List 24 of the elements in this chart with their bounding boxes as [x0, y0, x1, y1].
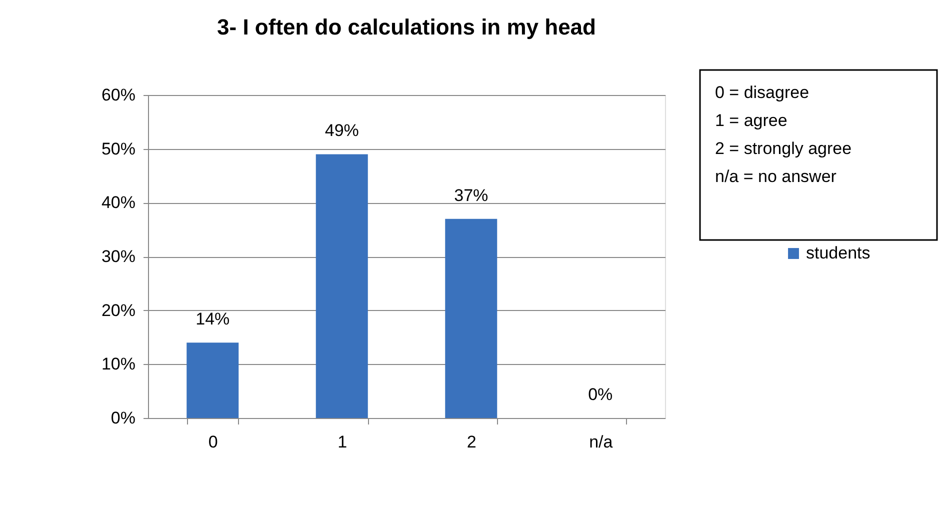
- text: 1 = agree: [715, 111, 788, 130]
- chart-title: 3- I often do calculations in my head: [217, 14, 596, 40]
- text: 14%: [196, 310, 230, 329]
- y-tick-label: 30%: [101, 247, 136, 266]
- y-tick-label: 10%: [101, 354, 136, 374]
- text: 37%: [454, 186, 488, 205]
- x-tick-label: 0: [208, 432, 218, 452]
- x-tick-label: 1: [338, 432, 348, 452]
- bar: [316, 154, 368, 418]
- legend-label: students: [806, 244, 870, 262]
- x-tick-label: 2: [466, 432, 476, 452]
- bar: [186, 342, 239, 418]
- x-tick-label: n/a: [589, 432, 614, 452]
- y-tick-label: 0%: [110, 408, 136, 428]
- text: 2 = strongly agree: [715, 139, 852, 158]
- y-tick-label: 60%: [101, 86, 136, 104]
- text: 0 = disagree: [715, 83, 810, 102]
- y-tick-label: 40%: [101, 193, 136, 212]
- text: 0%: [588, 385, 613, 404]
- bar: [445, 218, 498, 418]
- text: 49%: [324, 121, 359, 140]
- text: n/a = no answer: [715, 167, 837, 186]
- y-tick-label: 50%: [101, 139, 136, 158]
- y-tick-label: 20%: [101, 300, 136, 320]
